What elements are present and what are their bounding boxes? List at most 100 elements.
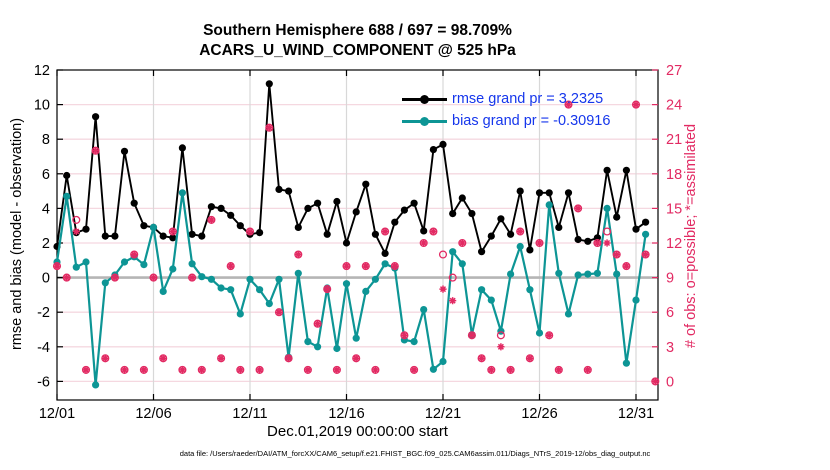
assimilated-obs-point [574,204,582,213]
rmse-point [130,199,138,207]
bias-point [188,260,196,268]
rmse-point [323,230,331,238]
assimilated-obs-point [410,366,418,374]
assimilated-obs-point [526,354,534,362]
x-axis-label: Dec.01,2019 00:00:00 start [267,423,448,440]
bias-point [584,270,592,278]
rmse-point [439,140,447,148]
assimilated-obs-point [246,227,254,236]
bias-point [487,296,495,304]
bias-point [352,334,360,342]
assimilated-obs-point [236,366,244,374]
assimilated-obs-point [603,239,611,247]
assimilated-obs-point [72,227,80,236]
bias-line-marker-swatch [402,116,447,126]
assimilated-obs-point [487,366,495,374]
y-left-tick-label: 10 [34,98,50,114]
rmse-point [371,230,379,238]
y-axis-left-label: rmse and bias (model - observation) [9,117,25,351]
legend: rmse grand pr = 3.2325 bias grand pr = -… [402,88,610,132]
assimilated-obs-point [130,250,138,259]
rmse-point [236,222,244,230]
rmse-point [391,218,399,226]
rmse-point [613,213,621,221]
rmse-point [140,222,148,230]
y-right-tick-label: 27 [666,63,682,79]
bias-point [632,296,640,304]
bias-point [622,359,631,367]
possible-obs-point [448,273,457,282]
bias-point [420,306,428,314]
assimilated-obs-point [63,274,71,282]
y-left-tick-label: -2 [37,305,50,321]
bias-point [535,329,544,337]
rmse-point [342,239,351,247]
assimilated-obs-point [478,354,486,362]
rmse-point [497,215,505,223]
assimilated-obs-point [285,354,293,362]
rmse-point [478,248,486,256]
rmse-point [352,208,360,216]
bias-point [236,310,244,318]
bias-point [516,242,524,251]
bias-point [92,381,100,389]
x-tick-label: 12/31 [618,406,654,422]
assimilated-obs-point [217,354,225,362]
possible-obs-point [438,250,448,259]
bias-point [169,265,177,273]
assimilated-obs-point [516,227,524,236]
rmse-point [285,187,293,195]
bias-point [294,269,302,277]
rmse-line-marker-swatch [402,94,447,104]
y-left-tick-label: 2 [42,236,50,252]
assimilated-obs-point [149,274,158,282]
rmse-point [632,225,640,233]
rmse-point [429,146,437,154]
bias-point [275,275,283,283]
bias-point [256,286,264,294]
rmse-point [256,229,264,237]
bias-point [555,269,563,277]
bias-point [149,223,158,231]
assimilated-obs-point [564,101,573,109]
rmse-point [198,232,206,240]
bias-point [265,300,273,308]
rmse-point [101,232,109,240]
assimilated-obs-point [439,285,447,293]
y-right-tick-label: 21 [666,132,682,148]
assimilated-obs-point [159,354,167,362]
bias-point [593,269,602,277]
bias-point [198,273,206,281]
assimilated-obs-point [613,250,621,259]
possible-obs-point [496,331,505,340]
bias-point [178,189,186,197]
bias-point [82,258,90,266]
bias-point [545,201,553,209]
rmse-point [217,204,225,212]
axis-box [56,69,659,401]
rmse-point [555,223,563,231]
y-left-tick-label: -6 [37,374,50,390]
assimilated-obs-point [642,250,650,259]
x-tick-label: 12/16 [328,406,364,422]
legend-row-bias: bias grand pr = -0.30916 [402,110,610,132]
assimilated-obs-point [497,343,505,351]
bias-line [55,192,647,386]
rmse-point [410,199,418,207]
rmse-point [584,237,592,245]
rmse-point [420,227,428,235]
legend-row-rmse: rmse grand pr = 3.2325 [402,88,610,110]
assimilated-obs-point [111,274,119,282]
bias-point [507,270,515,278]
rmse-point [622,166,631,174]
rmse-point [120,147,129,155]
rmse-point [516,187,524,195]
rmse-point [545,189,553,197]
bias-point [603,204,611,212]
assimilated-obs-point [333,366,341,374]
assimilated-obs-point [468,331,476,339]
assimilated-obs-point [342,262,351,270]
bias-point [439,357,447,366]
assimilated-obs-point [458,239,466,247]
assimilated-obs-point [304,366,312,374]
